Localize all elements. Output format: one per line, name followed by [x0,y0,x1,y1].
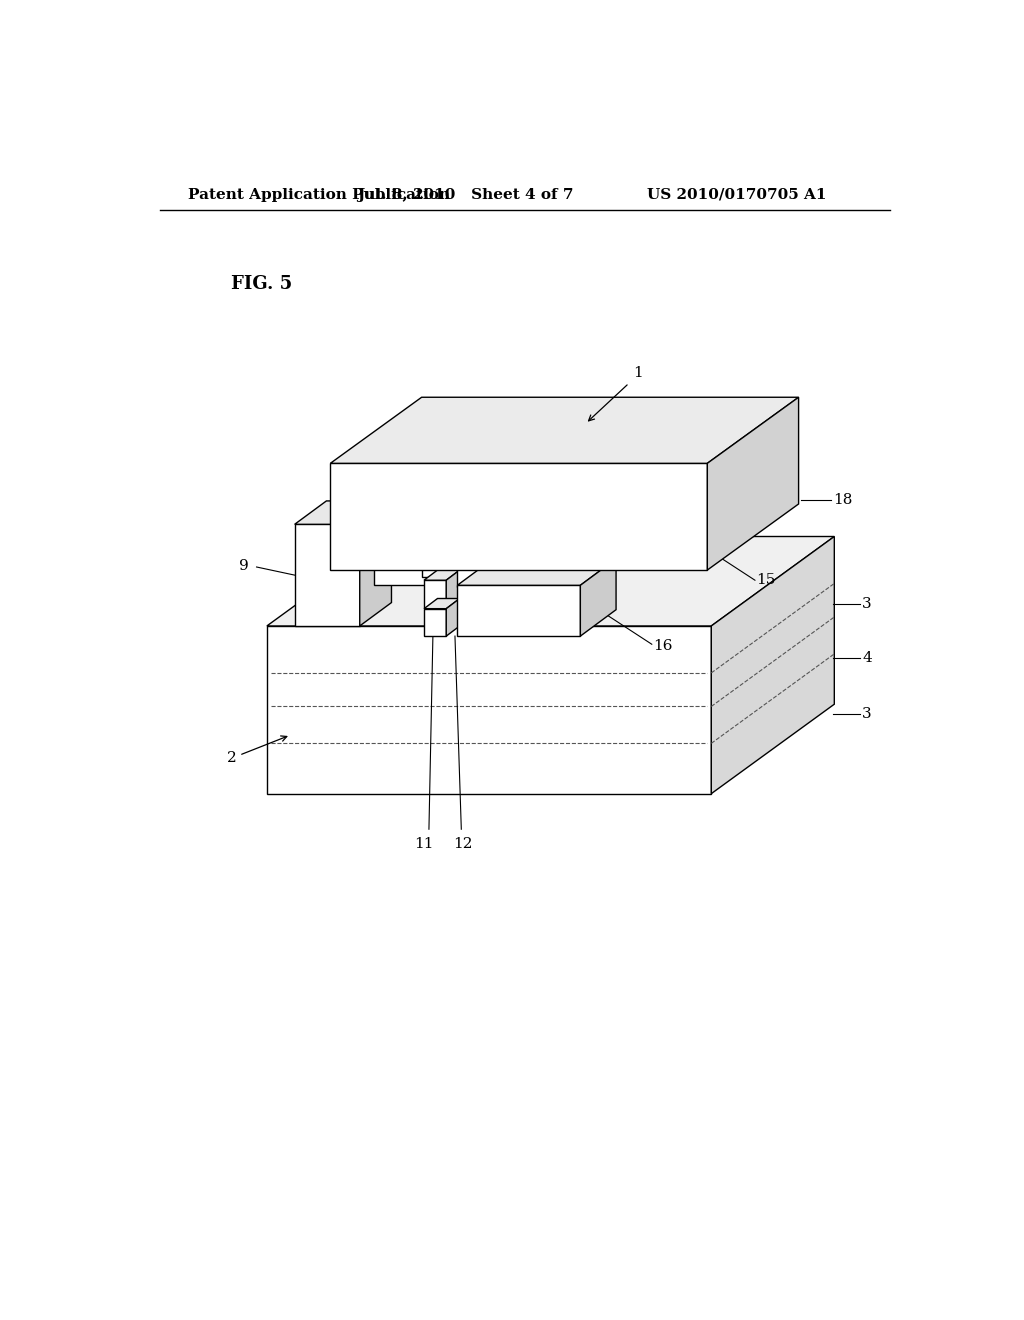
Polygon shape [445,533,472,585]
Text: Patent Application Publication: Patent Application Publication [187,187,450,202]
Polygon shape [712,536,835,793]
Polygon shape [267,626,712,793]
Polygon shape [374,553,445,585]
Polygon shape [267,536,835,626]
Polygon shape [532,528,602,545]
Polygon shape [424,570,460,581]
Text: 11: 11 [414,837,433,851]
Text: 1: 1 [633,366,643,380]
Polygon shape [708,397,799,570]
Polygon shape [446,570,460,607]
Text: 14: 14 [424,484,443,499]
Text: Jul. 8, 2010   Sheet 4 of 7: Jul. 8, 2010 Sheet 4 of 7 [357,187,573,202]
Polygon shape [424,581,446,607]
Text: 12: 12 [454,837,473,851]
Text: US 2010/0170705 A1: US 2010/0170705 A1 [647,187,826,202]
Text: 16: 16 [653,639,673,653]
Polygon shape [445,536,460,577]
Text: 4: 4 [862,651,871,665]
Polygon shape [581,558,616,636]
Text: 2: 2 [227,751,237,766]
Text: 9: 9 [239,558,249,573]
Polygon shape [458,532,508,545]
Polygon shape [295,524,359,626]
Polygon shape [458,558,616,585]
Polygon shape [424,609,446,636]
Text: 17: 17 [640,491,659,506]
Text: 13: 13 [485,479,505,494]
Polygon shape [532,545,581,587]
Polygon shape [374,533,472,553]
Text: 10: 10 [385,477,404,491]
Text: 15: 15 [757,573,776,587]
Polygon shape [458,545,490,587]
Polygon shape [331,463,708,570]
Polygon shape [458,585,581,636]
Text: 3: 3 [862,598,871,611]
Polygon shape [422,546,445,577]
Polygon shape [490,532,508,587]
Polygon shape [422,536,460,546]
Polygon shape [331,397,799,463]
Text: 3: 3 [862,708,871,722]
Text: 18: 18 [833,494,852,507]
Text: FIG. 5: FIG. 5 [231,276,293,293]
Polygon shape [581,528,602,587]
Polygon shape [359,500,391,626]
Polygon shape [424,598,460,609]
Polygon shape [446,598,460,636]
Polygon shape [295,500,391,524]
